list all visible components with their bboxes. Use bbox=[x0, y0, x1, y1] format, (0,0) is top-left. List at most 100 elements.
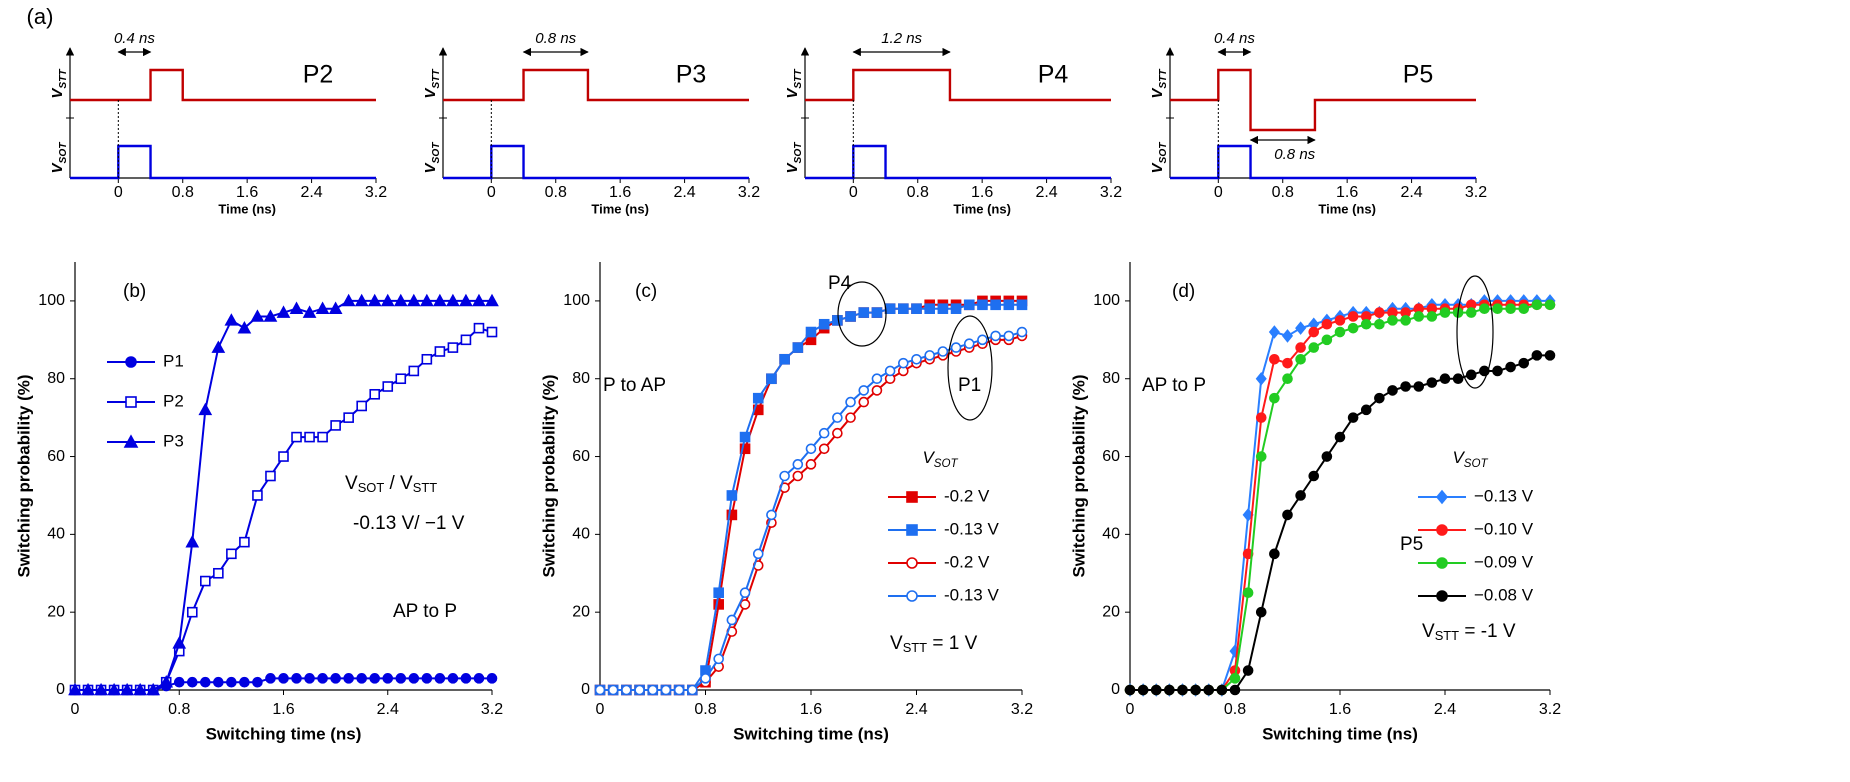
marker bbox=[950, 303, 962, 314]
lane-label: VSTT bbox=[1149, 69, 1169, 99]
marker bbox=[472, 293, 486, 307]
marker bbox=[1334, 315, 1346, 326]
marker bbox=[792, 470, 804, 482]
annotation: (d) bbox=[1172, 281, 1195, 302]
marker bbox=[1544, 299, 1556, 311]
marker bbox=[1360, 318, 1372, 330]
x-tick-label: 3.2 bbox=[1465, 184, 1487, 201]
y-tick-label: 100 bbox=[38, 292, 65, 309]
marker bbox=[81, 682, 95, 696]
x-tick-label: 0 bbox=[114, 184, 123, 201]
marker bbox=[990, 330, 1001, 342]
marker bbox=[395, 373, 407, 385]
marker bbox=[1374, 318, 1385, 330]
lane-label: VSOT bbox=[422, 142, 442, 174]
marker bbox=[1269, 353, 1280, 365]
annotation: (b) bbox=[123, 281, 146, 302]
waveform bbox=[70, 68, 376, 102]
waveform bbox=[805, 68, 1111, 102]
marker bbox=[739, 587, 751, 599]
marker bbox=[906, 491, 918, 503]
marker bbox=[1334, 431, 1346, 443]
marker bbox=[473, 673, 485, 684]
span-label: 1.2 ns bbox=[881, 30, 922, 47]
subscript: STT bbox=[793, 69, 804, 89]
x-tick-label: 0.8 bbox=[907, 184, 929, 201]
marker bbox=[1400, 381, 1411, 392]
marker bbox=[460, 334, 472, 346]
marker bbox=[607, 684, 619, 696]
x-tick-label: 0 bbox=[596, 701, 605, 718]
marker bbox=[766, 509, 777, 521]
marker bbox=[594, 684, 606, 696]
marker bbox=[1269, 392, 1280, 404]
lane-label: VSTT bbox=[422, 69, 442, 99]
marker bbox=[906, 590, 918, 602]
marker bbox=[291, 673, 302, 684]
x-tick-label: 0.8 bbox=[168, 701, 190, 718]
marker bbox=[950, 342, 962, 353]
marker bbox=[1255, 451, 1267, 462]
marker bbox=[818, 427, 830, 439]
marker bbox=[766, 373, 777, 385]
legend-label: −0.09 V bbox=[1474, 552, 1534, 571]
marker bbox=[252, 490, 263, 501]
marker bbox=[858, 385, 870, 396]
marker bbox=[937, 303, 949, 314]
marker bbox=[123, 434, 139, 448]
text-part: V bbox=[49, 87, 66, 99]
text-part: -0.13 V/ −1 V bbox=[353, 513, 465, 534]
marker bbox=[871, 373, 883, 385]
marker bbox=[447, 342, 459, 353]
x-axis-label: Switching time (ns) bbox=[1262, 724, 1418, 743]
marker bbox=[173, 676, 185, 688]
x-tick-label: 0 bbox=[849, 184, 858, 201]
marker bbox=[845, 396, 856, 408]
marker bbox=[1347, 322, 1359, 334]
marker bbox=[871, 307, 883, 318]
x-tick-label: 1.6 bbox=[971, 184, 993, 201]
marker bbox=[1505, 303, 1516, 314]
marker bbox=[356, 673, 367, 684]
marker bbox=[1255, 412, 1267, 423]
x-tick-label: 1.6 bbox=[1336, 184, 1358, 201]
marker bbox=[172, 636, 187, 649]
marker bbox=[146, 682, 161, 696]
marker bbox=[924, 350, 935, 361]
marker bbox=[1439, 307, 1451, 318]
marker bbox=[1282, 357, 1293, 369]
marker bbox=[1269, 548, 1280, 560]
span-label: 0.8 ns bbox=[1274, 146, 1315, 163]
marker bbox=[832, 412, 843, 423]
marker bbox=[68, 682, 82, 696]
marker bbox=[792, 459, 804, 470]
subscript: STT bbox=[58, 69, 69, 89]
legend-label: P1 bbox=[163, 351, 184, 370]
marker bbox=[1505, 361, 1516, 373]
text-part: V bbox=[422, 87, 439, 99]
marker bbox=[898, 357, 909, 369]
marker bbox=[1413, 381, 1425, 392]
text-part: / V bbox=[384, 473, 413, 494]
marker bbox=[1426, 377, 1438, 388]
subscript: SOT bbox=[431, 142, 442, 164]
x-tick-label: 3.2 bbox=[481, 701, 503, 718]
text-part: V bbox=[345, 473, 358, 494]
text-part: (b) bbox=[123, 281, 146, 302]
x-tick-label: 3.2 bbox=[365, 184, 387, 201]
annotation: (c) bbox=[635, 281, 657, 302]
marker bbox=[911, 303, 922, 314]
marker bbox=[393, 293, 408, 307]
text-part: AP to P bbox=[1142, 375, 1206, 396]
marker bbox=[687, 684, 698, 696]
marker bbox=[125, 396, 137, 408]
panel-title: P2 bbox=[303, 61, 334, 89]
span-label: 0.4 ns bbox=[114, 30, 155, 47]
marker bbox=[1347, 311, 1359, 322]
marker bbox=[198, 402, 213, 416]
marker bbox=[792, 342, 804, 353]
y-axis-label: Switching probability (%) bbox=[1069, 374, 1088, 577]
x-axis-label: Time (ns) bbox=[953, 201, 1011, 216]
text-part: = 1 V bbox=[927, 633, 977, 654]
marker bbox=[726, 490, 738, 501]
